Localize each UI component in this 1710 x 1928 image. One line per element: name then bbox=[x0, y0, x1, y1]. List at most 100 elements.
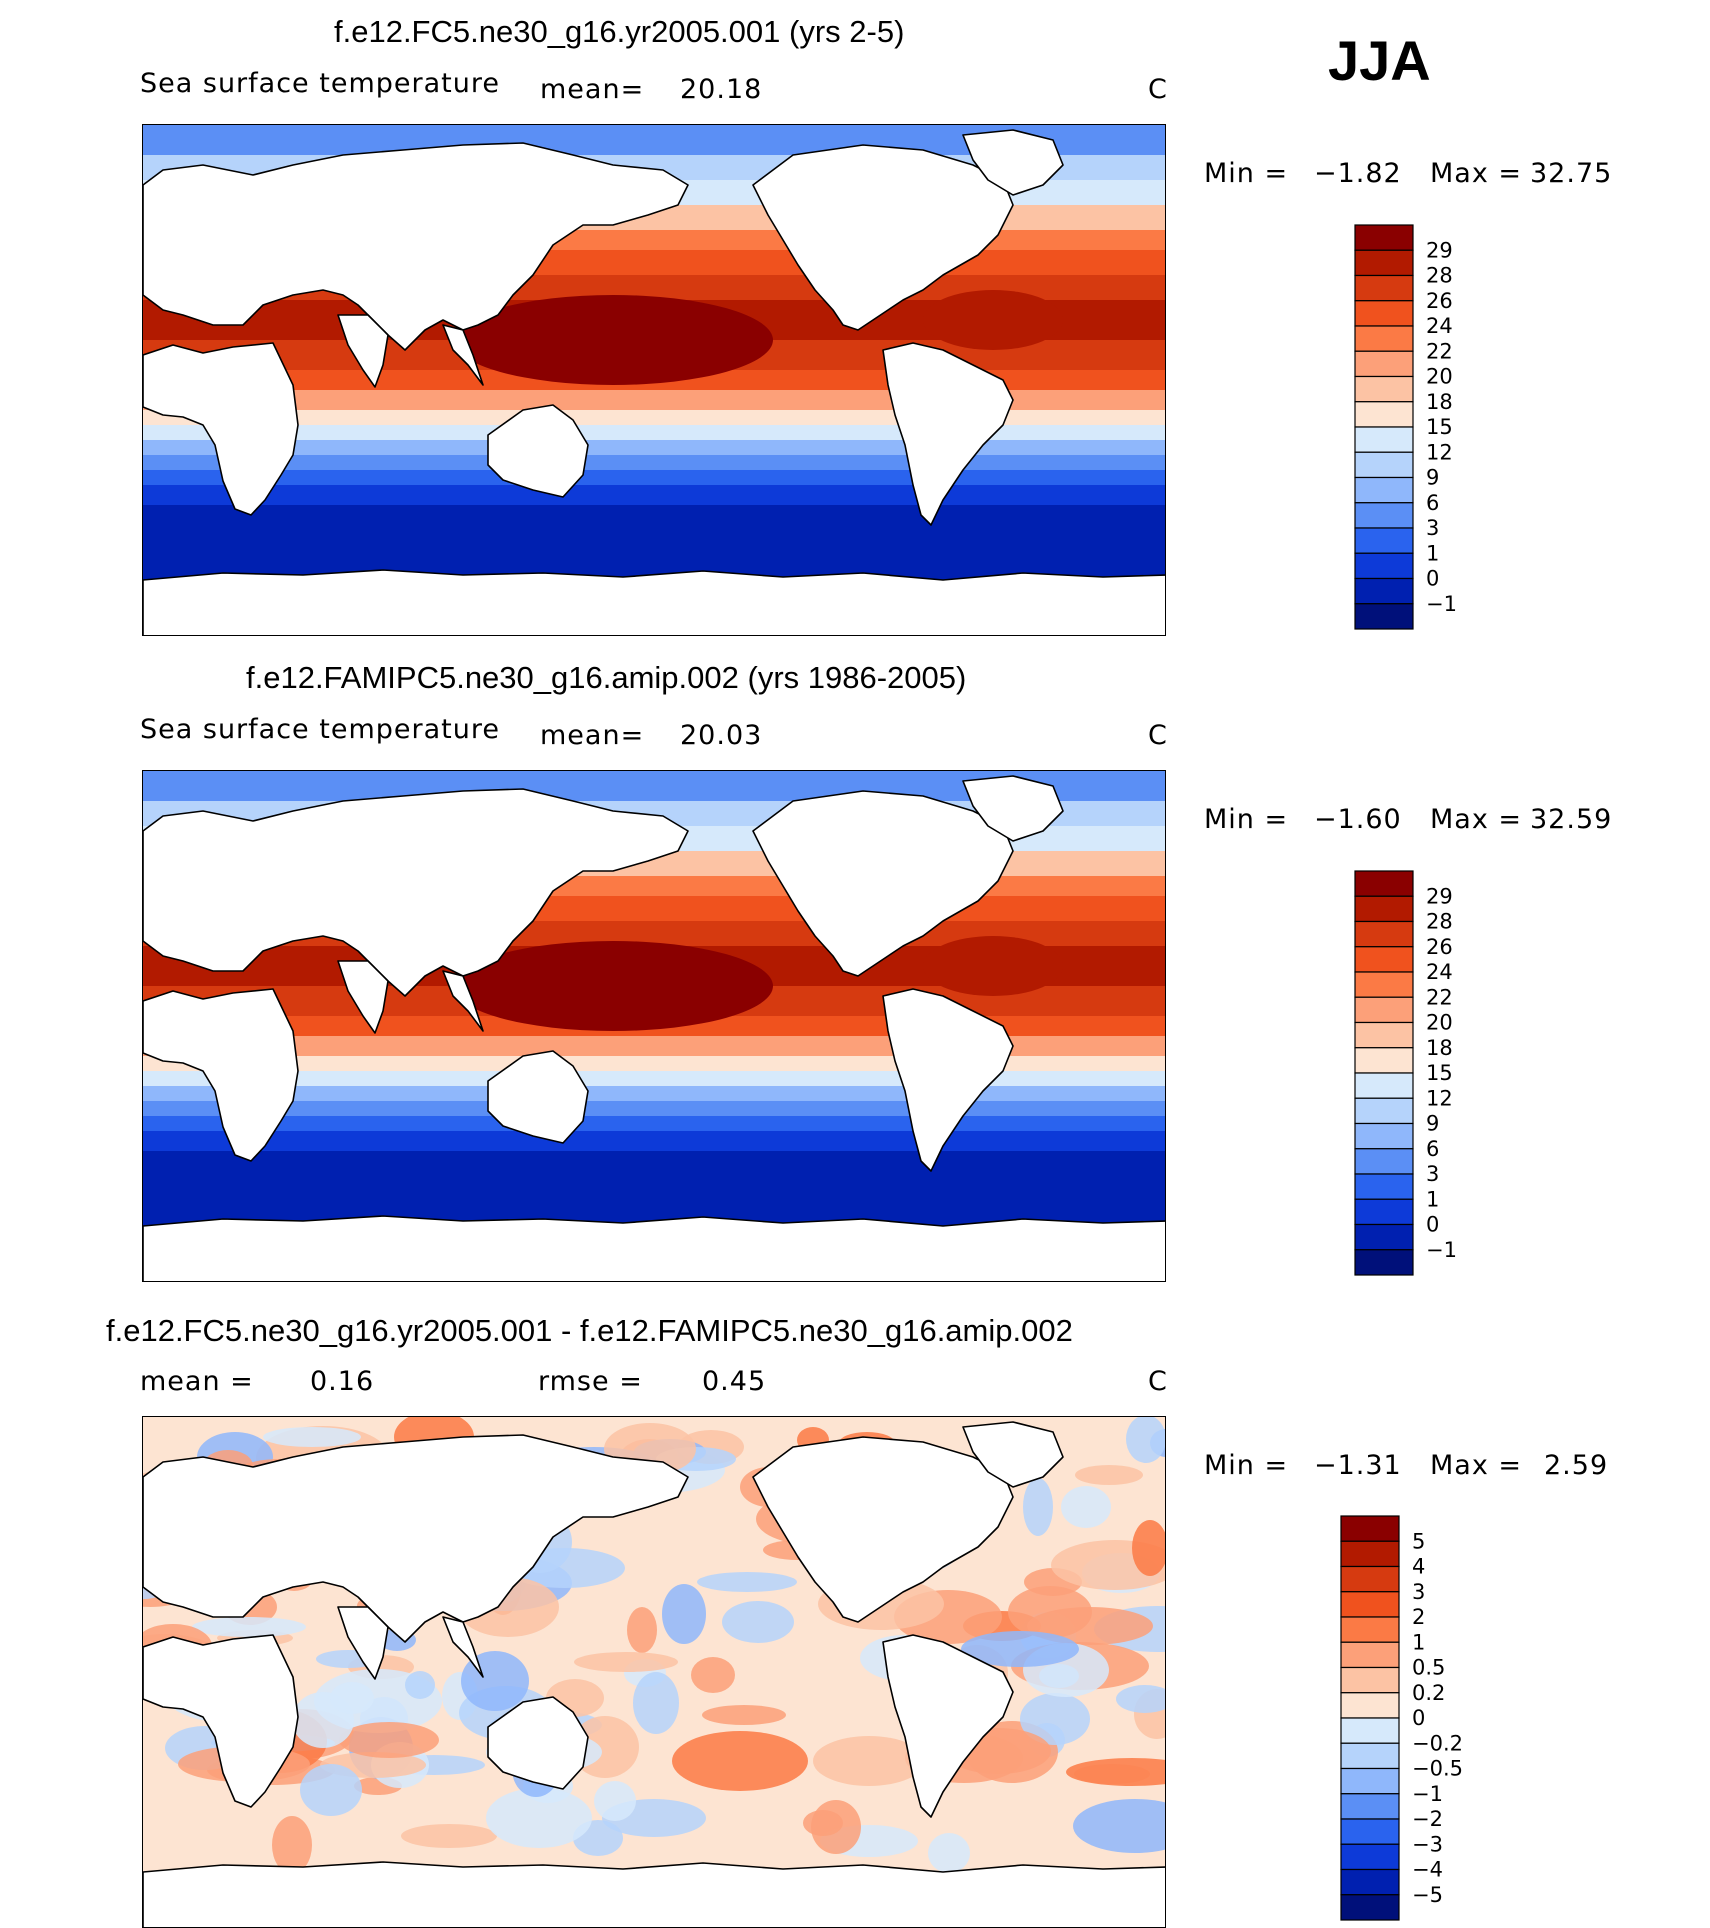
panel3-rmse-value: 0.45 bbox=[702, 1366, 767, 1397]
diff-patch bbox=[1075, 1465, 1143, 1485]
panel1-subtitle: Sea surface temperature bbox=[140, 68, 500, 99]
diff-patch bbox=[1023, 1478, 1053, 1536]
colorbar-box bbox=[1354, 224, 1414, 251]
colorbar-box bbox=[1354, 1097, 1414, 1125]
diff-patch bbox=[702, 1705, 786, 1725]
colorbar-box bbox=[1354, 451, 1414, 479]
panel1-max-value: 32.75 bbox=[1530, 158, 1613, 189]
panel1-map bbox=[142, 124, 1166, 636]
colorbar-label: 24 bbox=[1426, 314, 1453, 338]
diff-patch bbox=[1061, 1486, 1111, 1528]
colorbar-label: 9 bbox=[1426, 1112, 1439, 1136]
colorbar-label: 6 bbox=[1426, 1137, 1439, 1161]
continent-seasia bbox=[442, 970, 484, 1032]
colorbar-boxes bbox=[1354, 870, 1414, 1276]
diff-patch bbox=[300, 1764, 362, 1816]
continents bbox=[143, 129, 1165, 635]
colorbar-box bbox=[1340, 1666, 1400, 1694]
colorbar-label: −5 bbox=[1412, 1883, 1443, 1907]
colorbar-box bbox=[1340, 1868, 1400, 1896]
colorbar-box bbox=[1354, 401, 1414, 428]
continent-australia bbox=[487, 1050, 589, 1144]
sst-band bbox=[143, 485, 1165, 505]
panel3-max-label: Max = bbox=[1430, 1450, 1523, 1481]
sst-band bbox=[143, 1116, 1165, 1131]
colorbar-label: 4 bbox=[1412, 1555, 1425, 1579]
continent-namerica bbox=[752, 790, 1014, 977]
colorbar-label: 26 bbox=[1426, 935, 1453, 959]
panel1-mean-value: 20.18 bbox=[680, 74, 763, 105]
diff-patch bbox=[961, 1631, 1079, 1667]
panel3-rmse-label: rmse = bbox=[538, 1366, 643, 1397]
diff-patch bbox=[1132, 1520, 1165, 1576]
continent-africa bbox=[143, 342, 299, 516]
colorbar-label: 12 bbox=[1426, 1086, 1453, 1110]
panel1-max-label: Max = bbox=[1430, 158, 1523, 189]
diff-patch bbox=[1066, 1758, 1165, 1786]
colorbar-box bbox=[1354, 1223, 1414, 1251]
diff-patch bbox=[633, 1672, 679, 1734]
diff-patch bbox=[339, 1722, 439, 1758]
diff-patch bbox=[722, 1601, 794, 1643]
colorbar-box bbox=[1354, 895, 1414, 923]
diff-patch bbox=[627, 1607, 657, 1653]
colorbar-box bbox=[1340, 1742, 1400, 1770]
continent-namerica bbox=[752, 144, 1014, 331]
colorbar-box bbox=[1354, 1072, 1414, 1099]
colorbar-box bbox=[1354, 552, 1414, 580]
continent-greenland bbox=[962, 775, 1064, 842]
colorbar-label: −0.5 bbox=[1412, 1757, 1463, 1781]
colorbar-label: 3 bbox=[1412, 1580, 1425, 1604]
colorbar-label: 28 bbox=[1426, 264, 1453, 288]
colorbar-label: 5 bbox=[1412, 1529, 1425, 1553]
continent-india bbox=[337, 314, 389, 388]
continent-india bbox=[337, 960, 389, 1034]
colorbar-box bbox=[1340, 1641, 1400, 1669]
sst-band bbox=[143, 470, 1165, 485]
continent-antarctica bbox=[143, 1861, 1165, 1927]
colorbar-box bbox=[1354, 1173, 1414, 1200]
colorbar-box bbox=[1340, 1717, 1400, 1744]
colorbar-box bbox=[1340, 1767, 1400, 1795]
colorbar-label: −0.2 bbox=[1412, 1731, 1463, 1755]
colorbar-box bbox=[1340, 1692, 1400, 1719]
panel3-min-label: Min = bbox=[1204, 1450, 1289, 1481]
panel3-map bbox=[142, 1416, 1166, 1928]
continent-australia bbox=[487, 1696, 589, 1790]
sst-band bbox=[143, 440, 1165, 455]
continent-samerica bbox=[882, 342, 1014, 526]
panel3-max-value: 2.59 bbox=[1544, 1450, 1609, 1481]
diff-patch bbox=[405, 1671, 435, 1699]
diff-patch bbox=[263, 1427, 361, 1447]
colorbar-box bbox=[1340, 1843, 1400, 1871]
diff-patch bbox=[486, 1788, 592, 1848]
atlantic-warm bbox=[923, 290, 1063, 350]
colorbar-label: 3 bbox=[1426, 1162, 1439, 1186]
colorbar-label: 20 bbox=[1426, 1011, 1453, 1035]
panel1-colorbar: 29 28 26 24 22 20 18 15 12 9 6 3 1 0 −1 bbox=[1354, 224, 1514, 630]
colorbar-label: −3 bbox=[1412, 1832, 1443, 1856]
panel1-min-value: −1.82 bbox=[1314, 158, 1402, 189]
colorbar-box bbox=[1354, 249, 1414, 277]
colorbar-boxes bbox=[1340, 1515, 1400, 1921]
colorbar-box bbox=[1340, 1793, 1400, 1820]
diff-patch bbox=[1116, 1685, 1165, 1713]
panel1-units: C bbox=[1148, 74, 1168, 105]
colorbar-box bbox=[1340, 1540, 1400, 1568]
colorbar-label: −1 bbox=[1426, 1238, 1457, 1262]
diff-patch bbox=[1073, 1799, 1165, 1853]
colorbar-label: 18 bbox=[1426, 1036, 1453, 1060]
diff-patch bbox=[330, 1682, 374, 1714]
colorbar-label: 3 bbox=[1426, 516, 1439, 540]
continent-seasia bbox=[442, 324, 484, 386]
colorbar-label: 26 bbox=[1426, 289, 1453, 313]
colorbar-box bbox=[1354, 971, 1414, 998]
colorbar-box bbox=[1340, 1818, 1400, 1845]
colorbar-label: 24 bbox=[1426, 960, 1453, 984]
panel3-mean-value: 0.16 bbox=[310, 1366, 375, 1397]
sst-band bbox=[143, 1086, 1165, 1101]
panel2-min-value: −1.60 bbox=[1314, 804, 1402, 835]
colorbar-label: −4 bbox=[1412, 1858, 1443, 1882]
panel1-min-label: Min = bbox=[1204, 158, 1289, 189]
